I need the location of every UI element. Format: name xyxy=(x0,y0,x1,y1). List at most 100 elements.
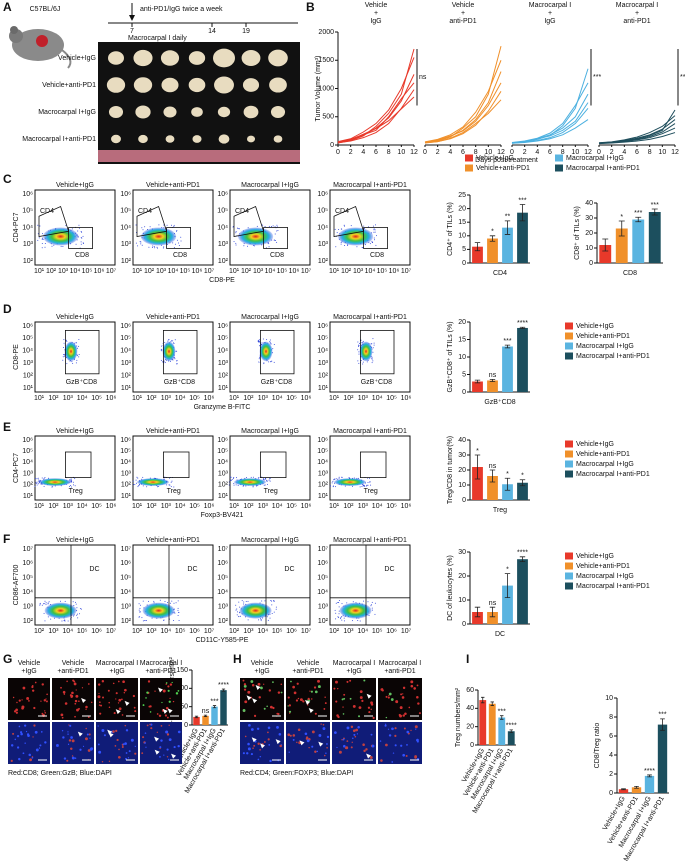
gate xyxy=(162,451,190,479)
bar xyxy=(487,380,498,392)
event-dot xyxy=(161,350,163,352)
event-dot xyxy=(140,241,142,243)
gate xyxy=(263,227,289,249)
flow-x-tick-label: 10⁴ xyxy=(62,628,73,635)
event-dot xyxy=(341,476,343,478)
flow-x-tick-label: 10³ xyxy=(343,628,354,635)
stain-dot xyxy=(175,692,179,695)
stain-dot xyxy=(99,712,102,715)
tumor xyxy=(107,51,125,65)
y-tick-label: 10 xyxy=(585,245,593,252)
stain-dot xyxy=(258,696,261,699)
stain-dot xyxy=(311,730,315,734)
stain-dot xyxy=(292,734,296,737)
flow-x-tick-label: 10⁵ xyxy=(189,503,200,510)
event-dot xyxy=(267,619,269,621)
stain-dot xyxy=(45,700,48,703)
event-dot xyxy=(372,241,374,243)
stain-dot xyxy=(141,752,144,755)
event-dot xyxy=(174,358,176,360)
stain-dot xyxy=(242,708,246,712)
event-dot xyxy=(363,600,365,602)
flow-x-tick-label: 10⁴ xyxy=(365,268,376,275)
event-dot xyxy=(334,228,336,230)
y-tick-label: 10 xyxy=(605,695,613,702)
stain-dot xyxy=(167,685,170,688)
stain-dot xyxy=(74,702,77,705)
event-dot xyxy=(270,360,272,362)
flow-y-tick-label: 10⁵ xyxy=(120,448,131,455)
arrowhead xyxy=(108,732,114,738)
event-dot xyxy=(262,224,264,226)
x-tick-label: 12 xyxy=(671,149,679,156)
event-dot xyxy=(36,482,38,484)
y-tick-label: 40 xyxy=(585,200,593,207)
day-label: 19 xyxy=(242,28,250,35)
event-dot xyxy=(343,617,345,619)
stain-dot xyxy=(146,691,149,694)
event-dot xyxy=(45,604,47,606)
stain-dot xyxy=(416,740,419,743)
y-tick-label: 20 xyxy=(458,319,466,326)
stain-dot xyxy=(402,753,406,757)
stain-dot xyxy=(257,758,260,761)
event-dot xyxy=(180,236,182,238)
event-dot xyxy=(138,603,140,605)
tumor-growth-line xyxy=(424,60,502,143)
event-dot xyxy=(229,476,231,478)
gate-label: GzB⁺CD8 xyxy=(66,379,97,386)
arrowhead xyxy=(366,693,372,699)
event-dot xyxy=(38,479,40,481)
arrowhead xyxy=(251,737,257,743)
flow-x-tick-label: 10⁶ xyxy=(401,503,412,510)
subplot-title: + xyxy=(461,10,465,17)
flow-y-tick-label: 10⁶ xyxy=(120,323,131,330)
image-title: +IgG xyxy=(346,668,361,675)
event-dot xyxy=(43,612,45,614)
flow-x-tick-label: 10¹ xyxy=(34,395,45,402)
event-dot xyxy=(358,351,360,353)
tumor-growth-line xyxy=(511,102,589,144)
x-tick-label: 0 xyxy=(423,149,427,156)
bar xyxy=(472,381,483,392)
error-bar xyxy=(660,718,665,731)
stain-dot xyxy=(272,706,275,710)
event-dot xyxy=(269,617,271,619)
stain-dot xyxy=(416,695,419,699)
x-axis-title: Days post treatment xyxy=(475,157,538,164)
event-dot xyxy=(260,618,262,620)
flow-x-tick-label: 10⁵ xyxy=(189,395,200,402)
event-dot xyxy=(69,485,71,487)
x-tick-label: 2 xyxy=(436,149,440,156)
significance-label: **** xyxy=(517,550,528,557)
flow-y-tick-label: 10³ xyxy=(318,470,329,477)
stain-dot xyxy=(146,724,149,727)
error-bar xyxy=(651,208,658,216)
flow-y-tick-label: 10⁷ xyxy=(318,546,329,553)
event-dot xyxy=(358,362,360,364)
event-dot xyxy=(238,616,240,618)
event-dot xyxy=(252,486,254,488)
event-dot xyxy=(340,242,342,244)
tumor-growth-line xyxy=(424,99,502,144)
flow-y-tick-label: 10³ xyxy=(121,470,132,477)
event-dot xyxy=(235,484,237,486)
stain-dot xyxy=(121,714,124,716)
tumor-growth-line xyxy=(511,68,589,144)
y-tick-label: 20 xyxy=(458,467,466,474)
stain-dot xyxy=(61,716,64,719)
significance-label: ns xyxy=(489,600,497,607)
legend-swatch xyxy=(465,164,473,172)
stain-dot xyxy=(98,683,101,686)
event-dot xyxy=(62,347,64,349)
event-dot xyxy=(72,481,74,483)
tumor-growth-line xyxy=(511,119,589,144)
x-tick-label: 4 xyxy=(622,149,626,156)
stain-dot xyxy=(391,727,394,731)
event-dot xyxy=(338,601,340,603)
event-dot xyxy=(230,479,232,481)
event-dot xyxy=(36,481,38,483)
stain-dot xyxy=(292,738,295,741)
event-dot xyxy=(338,477,340,479)
stain-dot xyxy=(169,697,171,700)
